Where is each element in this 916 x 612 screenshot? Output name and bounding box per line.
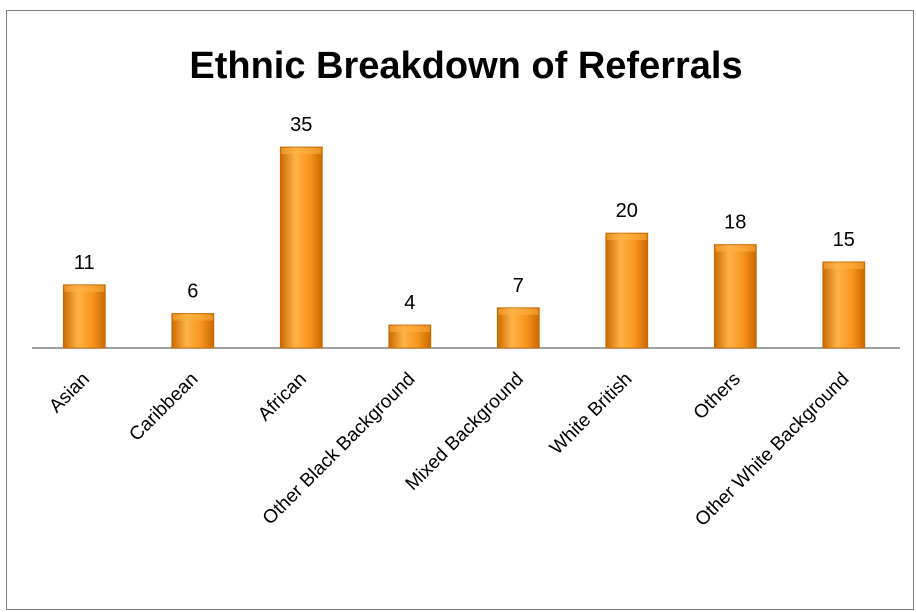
category-label: White British (546, 369, 636, 459)
data-label: 4 (404, 292, 415, 314)
chart-frame (6, 10, 914, 610)
bar-bevel (823, 262, 864, 269)
data-label: 18 (724, 212, 746, 234)
bar-bevel (389, 326, 430, 332)
data-label: 20 (616, 200, 638, 222)
data-label: 7 (513, 275, 524, 297)
category-label: Asian (45, 369, 93, 417)
bar-bevel (64, 285, 105, 292)
bar-asian (62, 284, 106, 349)
bar-white-british (605, 232, 649, 349)
data-label: 35 (290, 114, 312, 136)
bar-bevel (172, 314, 213, 321)
category-label: African (254, 369, 311, 426)
bar-bevel (606, 234, 647, 241)
bar-bevel (281, 148, 322, 154)
bar-others (713, 244, 757, 349)
bar-african (279, 146, 323, 349)
labels-layer: 11 6 35 4 7 20 18 15 (74, 114, 855, 314)
chart-title: Ethnic Breakdown of Referrals (189, 45, 742, 87)
data-label: 6 (187, 281, 198, 303)
bar-other-white-background (822, 261, 866, 349)
bar-bevel (715, 245, 756, 252)
category-label: Mixed Background (402, 369, 528, 495)
bar-bevel (498, 308, 539, 315)
category-label: Others (690, 369, 745, 424)
data-label: 11 (74, 252, 95, 274)
data-label: 15 (833, 229, 855, 251)
category-label: Caribbean (125, 369, 202, 446)
bars-layer (62, 146, 866, 349)
